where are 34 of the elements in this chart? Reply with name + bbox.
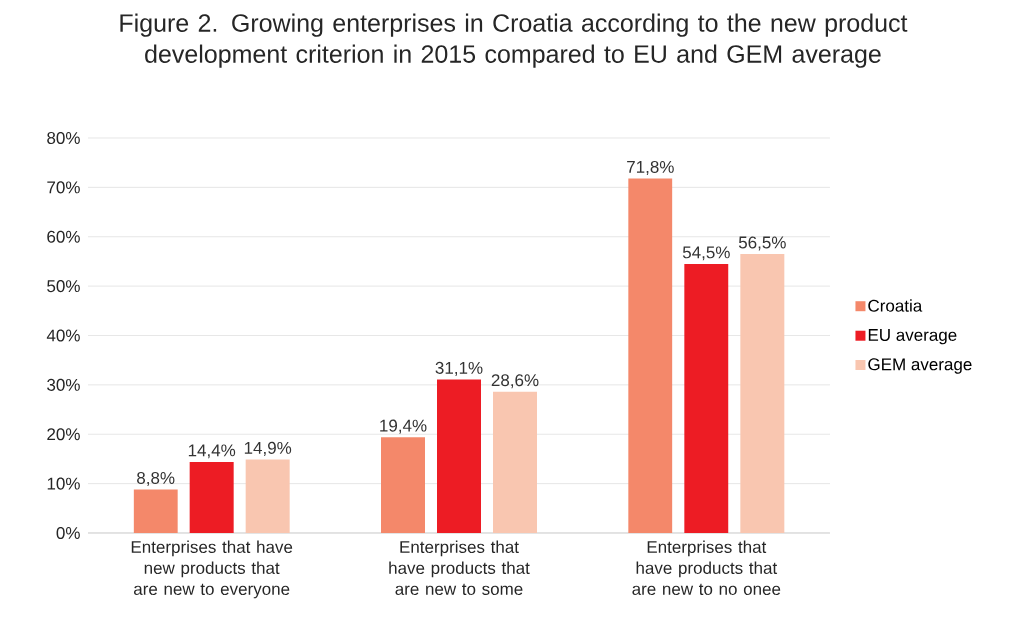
chart-title: Figure 2. Growing enterprises in Croatia according to the new product development criterion in 2015 compared to EU and GEM average bbox=[120, 13, 908, 68]
bar bbox=[245, 459, 290, 533]
legend-label: Croatia bbox=[868, 299, 923, 312]
data-label: 8,8% bbox=[137, 471, 175, 487]
bar bbox=[493, 391, 537, 533]
data-label: 14,9% bbox=[244, 441, 292, 456]
bar bbox=[437, 379, 481, 533]
y-tick-label: 30% bbox=[47, 378, 80, 391]
bar bbox=[189, 461, 234, 533]
y-tick-label: 80% bbox=[47, 131, 80, 145]
bar bbox=[740, 254, 785, 533]
data-label: 14,4% bbox=[188, 444, 236, 459]
data-label: 31,1% bbox=[435, 361, 483, 376]
data-label: 19,4% bbox=[380, 419, 427, 434]
bar bbox=[381, 437, 425, 533]
data-label: 71,8% bbox=[627, 160, 674, 175]
y-tick-label: 20% bbox=[47, 428, 80, 441]
x-tick-label: Enterprises that have products that are new to some bbox=[389, 540, 530, 596]
x-tick-label: Enterprises that have new products that are new to everyone bbox=[131, 540, 293, 599]
bar bbox=[628, 178, 673, 533]
y-tick-label: 40% bbox=[46, 329, 80, 342]
legend-label: GEM average bbox=[868, 358, 972, 374]
data-label: 56,5% bbox=[738, 236, 786, 251]
bar bbox=[684, 263, 729, 533]
y-tick-label: 60% bbox=[47, 230, 80, 243]
y-tick-label: 0% bbox=[56, 526, 80, 540]
y-tick-label: 10% bbox=[47, 477, 80, 490]
y-tick-label: 50% bbox=[47, 280, 80, 293]
x-tick-label: Enterprises that have products that are new to no onee bbox=[632, 540, 781, 596]
data-label: 54,5% bbox=[682, 246, 730, 261]
legend-label: EU average bbox=[868, 329, 957, 345]
data-label: 28,6% bbox=[491, 374, 539, 389]
bar bbox=[133, 489, 178, 533]
y-tick-label: 70% bbox=[47, 181, 80, 194]
